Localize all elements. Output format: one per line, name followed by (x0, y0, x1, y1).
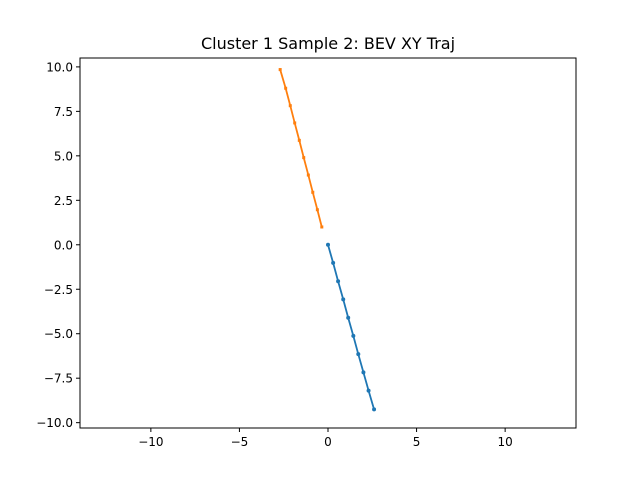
y-tick-label: 7.5 (54, 105, 73, 119)
data-point (366, 388, 371, 393)
data-point (326, 242, 330, 247)
x-axis: −10 −5 0 5 10 (138, 428, 513, 449)
data-point (336, 279, 341, 284)
data-point (284, 86, 288, 90)
data-point (320, 225, 324, 229)
series-1 (326, 242, 377, 412)
y-tick-label: −5.0 (44, 327, 73, 341)
x-tick-label: −10 (138, 435, 163, 449)
x-tick-label: −5 (231, 435, 249, 449)
x-tick-label: 10 (498, 435, 513, 449)
series-2 (278, 68, 324, 229)
data-point (315, 208, 319, 212)
y-tick-label: 10.0 (46, 60, 73, 74)
data-point (346, 315, 351, 320)
data-point (361, 370, 366, 375)
series-line (279, 68, 323, 228)
data-point (306, 173, 310, 177)
data-point (356, 352, 361, 357)
y-tick-label: −7.5 (44, 372, 73, 386)
y-axis: −10.0 −7.5 −5.0 −2.5 0.0 2.5 5.0 7.5 10.0 (36, 60, 80, 430)
y-tick-label: −10.0 (36, 416, 73, 430)
data-point (297, 138, 301, 142)
data-point (288, 104, 292, 108)
y-tick-label: 0.0 (54, 238, 73, 252)
data-point (311, 190, 315, 194)
series-layer (278, 68, 377, 412)
data-point (278, 68, 282, 72)
data-point (302, 156, 306, 160)
x-tick-label: 0 (324, 435, 332, 449)
x-tick-label: 5 (413, 435, 421, 449)
y-tick-label: 5.0 (54, 149, 73, 163)
data-point (293, 121, 297, 125)
data-point (372, 407, 377, 412)
y-tick-label: 2.5 (54, 194, 73, 208)
data-point (351, 333, 356, 338)
chart-title: Cluster 1 Sample 2: BEV XY Traj (201, 34, 455, 53)
data-point (331, 260, 336, 265)
data-point (341, 297, 346, 302)
y-tick-label: −2.5 (44, 283, 73, 297)
series-line (327, 243, 375, 411)
